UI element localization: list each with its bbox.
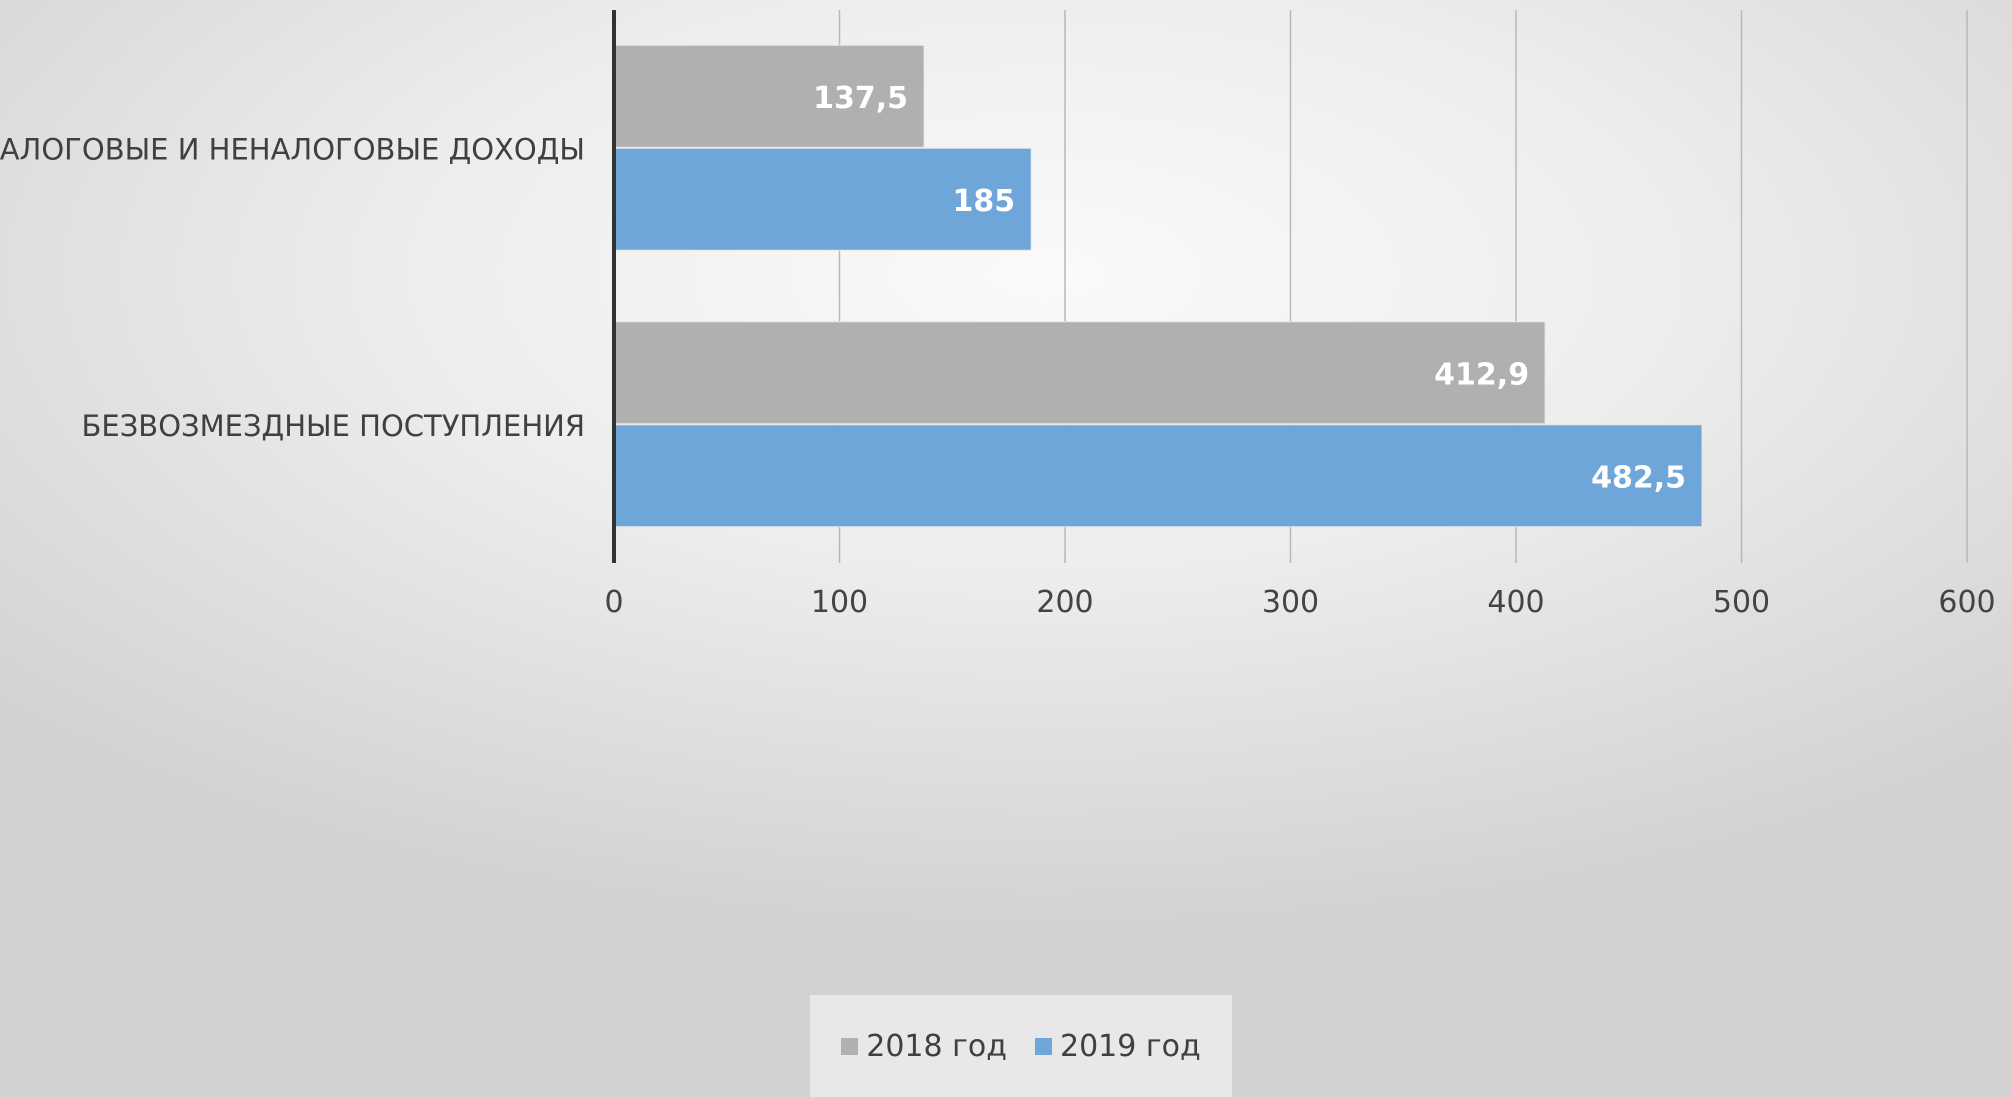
legend-swatch-2018 [841, 1037, 859, 1055]
x-tick-label: 500 [1713, 585, 1770, 620]
bar-2019 [613, 147, 1032, 251]
category-labels: НАЛОГОВЫЕ И НЕНАЛОГОВЫЕ ДОХОДЫ БЕЗВОЗМЕЗД… [0, 132, 585, 443]
legend-item-2019: 2019 год [1035, 1029, 1201, 1064]
bar-2019 [613, 424, 1703, 528]
x-axis-tick-labels: 0 100 200 300 400 500 600 [604, 585, 1995, 620]
x-tick-label: 300 [1262, 585, 1319, 620]
legend: 2018 год 2019 год [810, 995, 1232, 1097]
bar-data-label: 482,5 [1591, 460, 1686, 495]
bar-data-label: 137,5 [813, 81, 908, 116]
bar-2018 [613, 44, 925, 148]
x-tick-label: 0 [604, 585, 623, 620]
bar-2018 [613, 321, 1546, 425]
bars [613, 44, 1703, 528]
category-label: НАЛОГОВЫЕ И НЕНАЛОГОВЫЕ ДОХОДЫ [0, 132, 585, 166]
x-tick-label: 400 [1487, 585, 1544, 620]
x-tick-label: 600 [1938, 585, 1995, 620]
legend-label-2018: 2018 год [866, 1028, 1007, 1064]
x-tick-label: 100 [811, 585, 868, 620]
bar-data-label: 185 [953, 184, 1016, 219]
category-label: БЕЗВОЗМЕЗДНЫЕ ПОСТУПЛЕНИЯ [81, 409, 585, 443]
legend-item-2018: 2018 год [841, 1029, 1007, 1064]
legend-label-2019: 2019 год [1060, 1028, 1201, 1064]
legend-swatch-2019 [1035, 1037, 1052, 1055]
x-tick-label: 200 [1036, 585, 1093, 620]
bar-data-label: 412,9 [1434, 357, 1529, 392]
data-labels: 137,5 185 412,9 482,5 [813, 81, 1686, 496]
